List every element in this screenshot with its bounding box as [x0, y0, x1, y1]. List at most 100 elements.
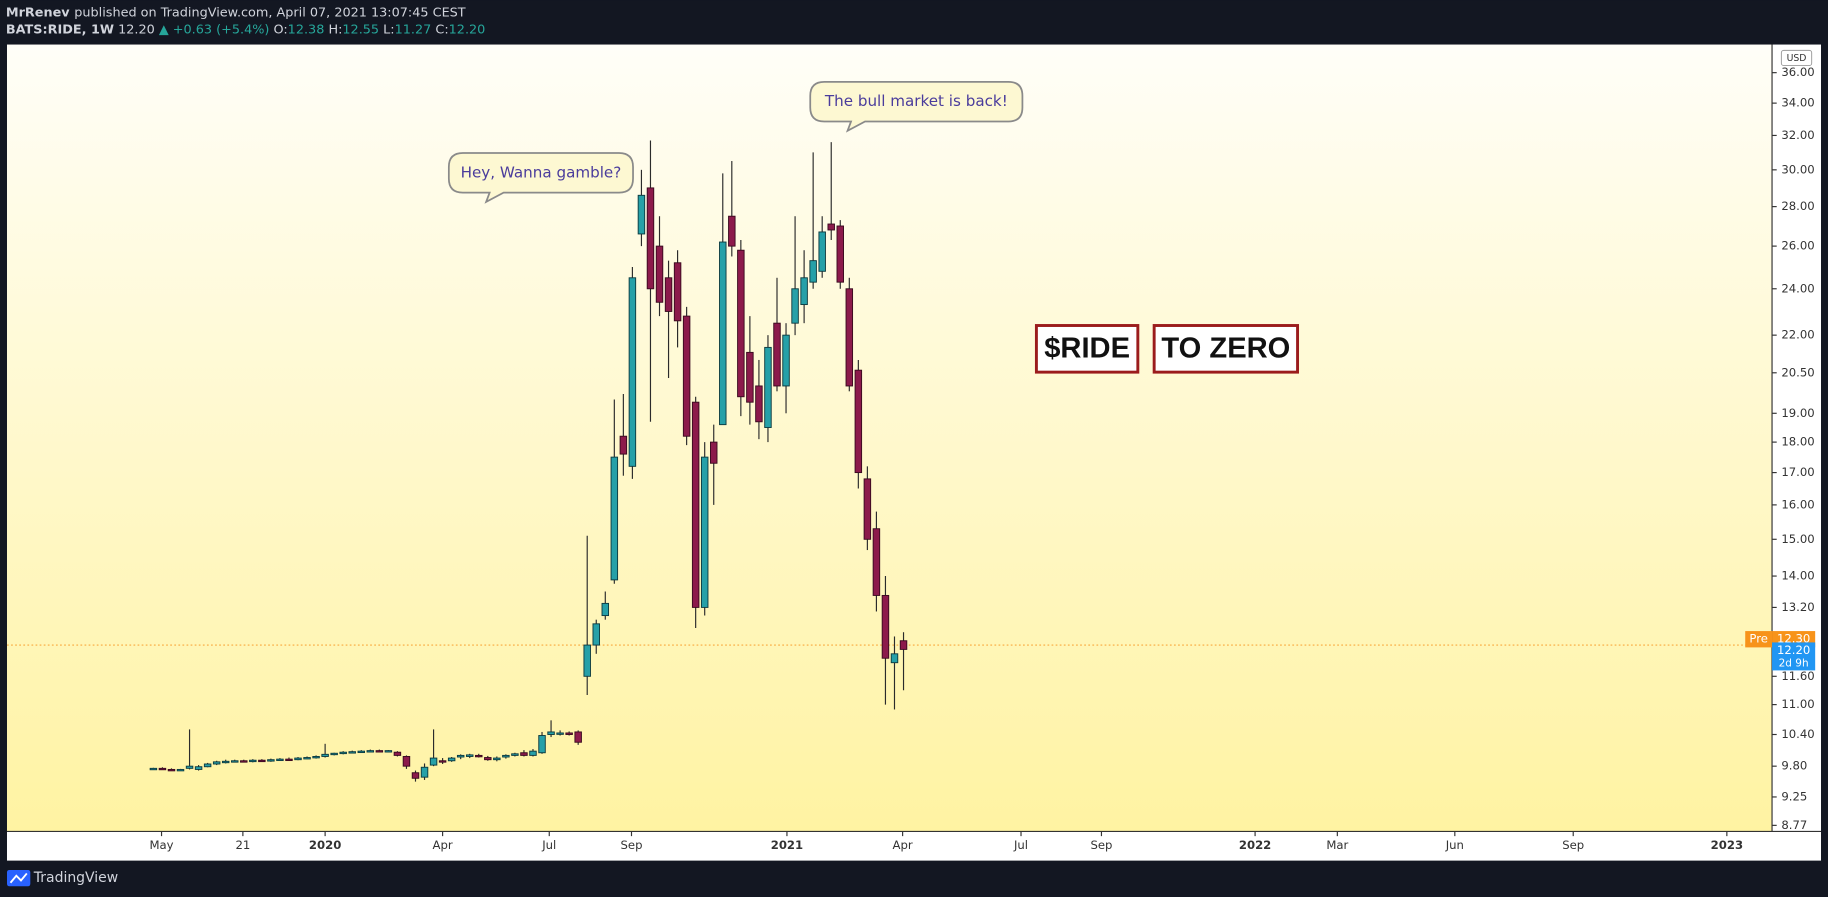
time-axis — [6, 831, 1822, 861]
symbol: BATS:RIDE, 1W — [6, 22, 114, 37]
y-tick-label: 18.00 — [1781, 435, 1814, 449]
candle-body — [294, 757, 302, 761]
ohlc-label: L: — [383, 22, 394, 37]
symbol-line: BATS:RIDE, 1W 12.20 ▲ +0.63 (+5.4%) O:12… — [6, 22, 486, 37]
candle-body — [737, 249, 745, 398]
y-tick-label: 22.00 — [1781, 328, 1814, 342]
price-label-box — [1772, 642, 1816, 671]
header: MrRenev published on TradingView.com, Apr… — [6, 6, 486, 37]
x-tick-label: Jul — [1013, 838, 1028, 852]
candle-body — [691, 401, 700, 608]
candle-body — [628, 277, 637, 467]
candle-body — [547, 731, 555, 735]
candle-body — [673, 262, 682, 322]
candle-body — [845, 288, 854, 387]
candle-body — [402, 756, 411, 767]
callout-text: The bull market is back! — [824, 92, 1008, 110]
x-tick-label: 2023 — [1711, 838, 1743, 852]
x-tick-label: Sep — [1562, 838, 1584, 852]
logo — [6, 869, 31, 887]
currency: USD — [1787, 53, 1807, 64]
candle-body — [429, 757, 438, 766]
candle-body — [755, 385, 763, 423]
candle-body — [393, 751, 402, 756]
callout — [809, 80, 1024, 133]
candle-body — [384, 750, 393, 753]
callout — [447, 152, 634, 204]
x-tick-label: Sep — [1090, 838, 1112, 852]
y-tick-label: 36.00 — [1781, 65, 1814, 79]
candle-body — [149, 767, 158, 771]
y-tick-label: 26.00 — [1781, 239, 1814, 253]
candle-body — [194, 766, 203, 770]
chart-pane — [6, 44, 1773, 832]
ohlc-label: C: — [435, 22, 448, 37]
candle-body — [185, 765, 194, 769]
x-tick-label: Apr — [893, 838, 913, 852]
candle-body — [791, 288, 799, 324]
candle-body — [357, 750, 365, 754]
x-tick-label: Sep — [621, 838, 643, 852]
logo-mark — [9, 872, 28, 884]
countdown: 2d 9h — [1779, 657, 1809, 669]
candle-body — [773, 322, 781, 387]
x-tick-label: Mar — [1326, 838, 1348, 852]
candle-body — [258, 759, 266, 763]
currency-box — [1780, 49, 1813, 66]
y-tick-label: 30.00 — [1781, 162, 1814, 176]
brand: TradingView — [33, 870, 118, 886]
candle-body — [728, 215, 736, 247]
text-box — [1152, 324, 1300, 374]
candle-body — [176, 768, 185, 772]
y-tick-label: 20.50 — [1781, 365, 1814, 379]
candle-body — [881, 594, 890, 659]
ohlc-label: H: — [328, 22, 342, 37]
candle-body — [710, 441, 718, 464]
price-label-name: Pre — [1749, 632, 1768, 646]
candle-body — [420, 766, 429, 778]
callout-text: Hey, Wanna gamble? — [461, 163, 622, 181]
price-axis — [1772, 44, 1822, 832]
candle-body — [637, 194, 646, 235]
candle-body — [872, 528, 881, 596]
y-tick-label: 10.40 — [1781, 727, 1814, 741]
price-label: 12.20 — [1777, 643, 1810, 657]
x-tick-label: Apr — [433, 838, 453, 852]
y-tick-label: 15.00 — [1781, 532, 1814, 546]
candle-body — [339, 751, 347, 755]
candle-body — [366, 750, 375, 753]
ohlc-value: 12.55 — [342, 22, 379, 37]
box-text: $RIDE — [1044, 333, 1130, 365]
candle-body — [520, 752, 528, 756]
y-tick-label: 9.80 — [1781, 759, 1807, 773]
candle-body — [212, 761, 221, 765]
x-tick-label: 21 — [235, 838, 250, 852]
candle-body — [610, 456, 619, 581]
y-tick-label: 16.00 — [1781, 497, 1814, 511]
y-tick-label: 11.60 — [1781, 669, 1814, 683]
candle-body — [484, 757, 492, 761]
candle-body — [502, 754, 510, 758]
x-tick-label: 2021 — [771, 838, 803, 852]
box-text: TO ZERO — [1161, 333, 1290, 365]
change: ▲ +0.63 (+5.4%) — [159, 22, 270, 37]
candle-body — [700, 456, 709, 608]
x-tick-label: Jul — [541, 838, 556, 852]
published: published on TradingView.com, April 07, … — [74, 6, 466, 21]
candle-body — [456, 754, 465, 758]
x-tick-label: 2020 — [309, 838, 341, 852]
candle-body — [438, 760, 447, 763]
y-tick-label: 8.77 — [1781, 818, 1807, 832]
text-box — [1034, 324, 1140, 374]
candle-body — [303, 757, 311, 760]
candle-body — [465, 754, 474, 757]
candle-body — [899, 640, 908, 650]
candle-body — [267, 759, 275, 762]
candle-body — [475, 754, 483, 758]
candle-body — [411, 772, 420, 779]
ohlc-value: 12.20 — [449, 22, 486, 37]
candle-body — [719, 241, 727, 426]
candle-body — [836, 225, 844, 283]
last-price: 12.20 — [118, 22, 155, 37]
